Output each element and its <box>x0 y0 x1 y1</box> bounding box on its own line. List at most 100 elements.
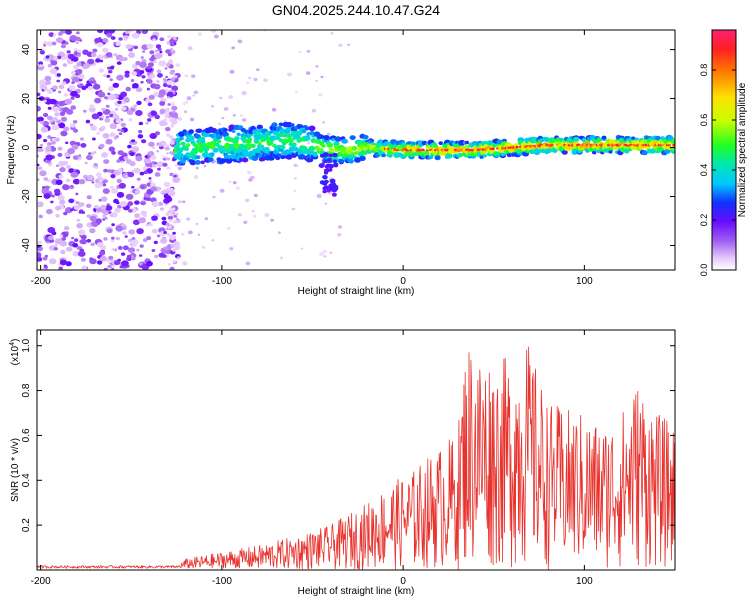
spectrogram-cell <box>308 125 316 132</box>
spectrogram-cell <box>229 69 235 74</box>
spectrogram-cell <box>55 179 63 186</box>
colorbar-ticks: 0.0 0.2 0.4 0.6 0.8 <box>699 64 736 276</box>
spectrogram-cell <box>293 189 297 192</box>
spectrogram-cell <box>332 159 338 164</box>
spectrogram-cell <box>166 157 171 161</box>
spectrogram-cell <box>250 143 256 148</box>
spectrogram-cell <box>157 201 164 206</box>
spectrogram-cell <box>92 48 98 53</box>
spectrogram-cell <box>87 86 94 91</box>
spectrogram-cell <box>109 78 113 82</box>
spectrogram-cell <box>104 117 111 123</box>
spectrogram-cell <box>60 249 66 255</box>
spectrogram-cell <box>156 150 160 153</box>
spectrogram-cell <box>107 30 116 34</box>
spectrogram-cell <box>120 122 127 127</box>
spectrogram-cell <box>321 143 326 148</box>
spectrogram-cell <box>93 163 98 167</box>
spectrogram-cell <box>387 150 394 156</box>
spectrogram-cell <box>277 153 282 157</box>
spectrogram-cell <box>173 241 181 247</box>
spectrogram-cell <box>56 73 61 77</box>
spectrogram-cell <box>165 196 173 203</box>
spectrogram-cell <box>103 168 108 173</box>
snr-y-tick-label: 0.2 <box>21 518 32 532</box>
spectrogram-cell <box>165 146 170 151</box>
spectrogram-cell <box>275 136 281 141</box>
spectrogram-cell <box>278 122 284 127</box>
spectrogram-cell <box>155 44 162 49</box>
spectrogram-cell <box>48 258 57 265</box>
spectrogram-cell <box>63 126 70 132</box>
spectrogram-cell <box>243 220 248 224</box>
spectrogram-cell <box>113 260 121 266</box>
spectrogram-cell <box>165 75 169 79</box>
snr-exponent-label: (x104) <box>9 339 21 366</box>
spectrogram-cell <box>360 149 368 156</box>
spectrogram-cell <box>177 166 183 171</box>
spectrogram-cell <box>150 182 156 187</box>
spectrogram-cell <box>116 178 123 184</box>
spectrogram-cell <box>82 62 91 69</box>
spectrogram-cell <box>464 140 470 145</box>
spectrogram-cell <box>147 102 153 107</box>
spectrogram-cell <box>99 255 107 262</box>
spectrogram-cell <box>171 105 178 111</box>
spectrogram-cell <box>146 79 153 84</box>
spectrogram-cell <box>40 126 49 133</box>
spectrogram-cell <box>43 177 49 181</box>
spectrogram-cell <box>59 199 66 205</box>
spectrogram-cell <box>172 110 176 113</box>
spectrogram-cell <box>166 63 170 67</box>
spectrogram-cell <box>228 124 236 131</box>
spectrogram-cell <box>227 227 231 230</box>
spectrogram-cell <box>128 52 135 57</box>
spectrogram-cell <box>338 158 345 164</box>
spectrogram-cell <box>154 53 162 59</box>
spectrogram-cell <box>168 234 176 241</box>
spectrogram-cell <box>111 247 116 251</box>
spectrogram-cell <box>170 77 176 82</box>
spectrogram-cell <box>203 151 209 155</box>
spectrogram-cell <box>159 207 164 211</box>
spectrogram-cell <box>106 74 111 78</box>
spectrogram-cell <box>102 183 107 187</box>
spectrogram-cell <box>303 135 311 141</box>
spectrogram-cell <box>38 214 43 219</box>
spectrogram-cell <box>135 155 143 162</box>
spectrogram-cell <box>107 169 112 173</box>
spectrogram-cell <box>573 136 580 142</box>
spectrogram-cell <box>219 188 225 193</box>
spectrogram-cell <box>103 267 108 270</box>
spectrogram-cell <box>204 217 209 221</box>
spectrogram-cell <box>221 116 225 120</box>
spectrogram-cell <box>102 133 110 139</box>
spectrogram-cell <box>664 148 671 154</box>
spectrogram-cell <box>353 151 359 155</box>
spectrogram-cell <box>203 165 207 168</box>
spectrogram-cell <box>86 174 94 181</box>
spectrogram-cell <box>81 265 88 270</box>
spectrogram-cell <box>375 153 380 157</box>
spectrogram-cell <box>81 85 87 91</box>
spectrogram-cell <box>329 251 333 254</box>
spectrogram-cell <box>159 50 163 54</box>
spectrogram-cell <box>323 185 329 190</box>
spectrogram-cell <box>153 240 158 245</box>
spectrogram-cell <box>167 215 174 220</box>
spectrogram-cell <box>102 47 109 53</box>
spectrogram-cell <box>109 133 114 137</box>
spectrogram-cell <box>145 98 151 103</box>
spectrogram-cell <box>159 37 165 42</box>
spectrogram-cell <box>163 231 168 234</box>
spectrogram-cell <box>667 143 671 147</box>
spectrogram-cell <box>182 129 187 133</box>
spectrogram-x-tick-label: -100 <box>212 276 232 287</box>
spectrogram-cell <box>361 139 367 144</box>
spectrogram-cell <box>167 225 172 229</box>
snr-x-tick-label: -100 <box>212 576 232 587</box>
spectrogram-cell <box>92 83 101 90</box>
spectrogram-cell <box>75 41 79 45</box>
snr-y-tick-label: 0.6 <box>21 428 32 442</box>
